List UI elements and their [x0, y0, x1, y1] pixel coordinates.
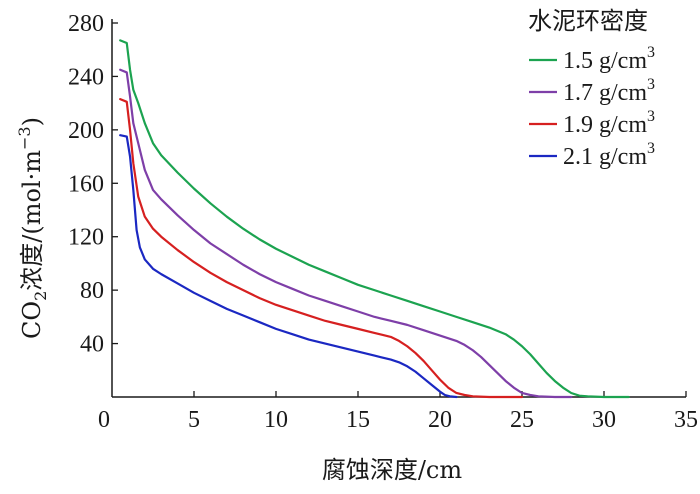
legend-label-1-9: 1.9 g/cm3	[563, 108, 655, 138]
y-tick-label: 80	[80, 278, 104, 304]
series-line-2-1	[119, 134, 458, 399]
y-tick-label: 40	[80, 332, 104, 358]
x-tick-label: 5	[188, 407, 200, 433]
x-tick-label: 25	[510, 407, 534, 433]
x-tick-label: 0	[98, 407, 110, 433]
y-tick-label: 200	[68, 118, 104, 144]
y-tick-label: 240	[68, 64, 104, 90]
y-axis-title: CO2浓度/(mol·m−3)	[15, 117, 50, 339]
y-tick-label: 280	[68, 11, 104, 37]
x-tick-label: 30	[592, 407, 616, 433]
x-tick-label: 35	[674, 407, 698, 433]
series-line-1-7	[119, 68, 573, 399]
y-tick-label: 120	[68, 225, 104, 251]
y-axis-title-prefix: CO	[18, 301, 46, 339]
x-tick-label: 15	[346, 407, 370, 433]
series-lines	[119, 39, 630, 399]
x-ticks: 0 5 10 15 20 25 30 35	[98, 391, 698, 433]
y-ticks: 40 80 120 160 200 240 280	[68, 11, 118, 358]
legend-label-2-1: 2.1 g/cm3	[563, 140, 655, 170]
x-tick-label: 20	[428, 407, 452, 433]
x-tick-label: 10	[264, 407, 288, 433]
legend-title: 水泥环密度	[528, 7, 648, 35]
y-axis-title-sup: −3	[15, 126, 34, 150]
y-axis-title-suffix: )	[18, 117, 46, 126]
legend-label-1-5: 1.5 g/cm3	[563, 44, 655, 74]
y-axis-title-sub: 2	[31, 291, 50, 301]
series-line-1-5	[119, 39, 630, 399]
series-line-1-9	[119, 98, 524, 399]
legend-label-1-7: 1.7 g/cm3	[563, 76, 655, 106]
x-axis-title: 腐蚀深度/cm	[322, 456, 463, 484]
y-tick-label: 160	[68, 171, 104, 197]
y-axis-title-middle: 浓度/(mol·m	[18, 150, 46, 291]
